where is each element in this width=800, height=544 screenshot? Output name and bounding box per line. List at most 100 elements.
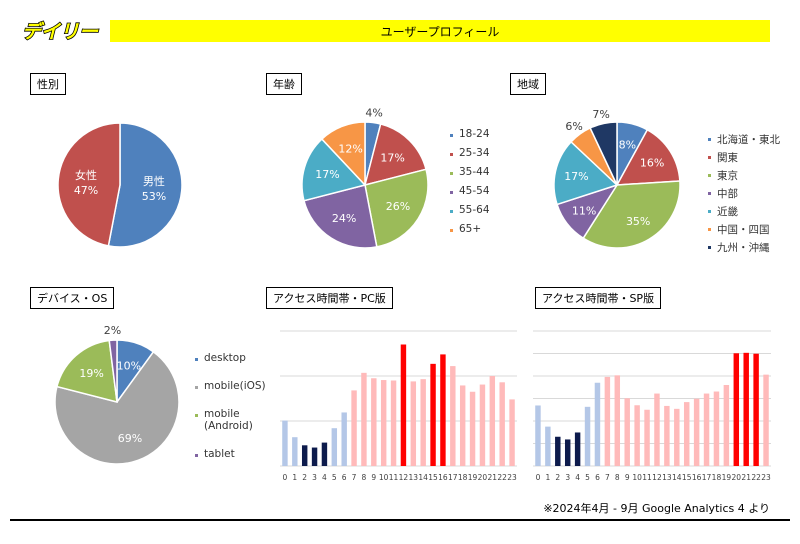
x-tick-label: 7 bbox=[352, 473, 357, 482]
slice-label: 女性 bbox=[75, 168, 97, 182]
legend-item: 近畿 bbox=[708, 204, 780, 222]
bar bbox=[693, 398, 700, 466]
bar bbox=[763, 374, 769, 466]
bar bbox=[282, 420, 288, 466]
section-label-pc: アクセス時間帯・PC版 bbox=[266, 287, 393, 309]
x-tick-label: 18 bbox=[458, 473, 468, 482]
data-label: 6% bbox=[565, 120, 582, 133]
bar bbox=[703, 393, 710, 466]
bar bbox=[410, 381, 417, 466]
pie-slice bbox=[301, 138, 367, 202]
pie-slice bbox=[107, 122, 183, 248]
bar-chart-pc: 0 1 2 3 4 5 6 7 8 9 10 11 12 13 14 15 16 17 18 19 20 21 22 23 bbox=[280, 330, 517, 482]
x-tick-label: 18 bbox=[712, 473, 722, 482]
x-tick-label: 10 bbox=[632, 473, 642, 482]
data-label: 19% bbox=[79, 367, 103, 380]
x-tick-label: 13 bbox=[662, 473, 672, 482]
x-tick-label: 5 bbox=[332, 473, 337, 482]
legend-item: 18-24 bbox=[450, 128, 490, 147]
data-label: 16% bbox=[640, 157, 664, 170]
legend-swatch bbox=[195, 414, 198, 417]
legend-label: tablet bbox=[204, 448, 235, 460]
legend-label: mobile (Android) bbox=[204, 408, 253, 432]
pie-slice bbox=[363, 123, 427, 187]
bar bbox=[574, 432, 581, 466]
legend-label: 中部 bbox=[717, 188, 738, 200]
x-tick-label: 22 bbox=[497, 473, 507, 482]
legend-item: 45-54 bbox=[450, 185, 490, 204]
bottom-divider bbox=[10, 519, 790, 521]
bar bbox=[683, 402, 690, 466]
x-tick-label: 3 bbox=[312, 473, 317, 482]
x-tick-label: 0 bbox=[536, 473, 541, 482]
legend-item: mobile(iOS) bbox=[195, 380, 266, 408]
legend-swatch bbox=[708, 228, 711, 231]
title-bar: ユーザープロフィール bbox=[110, 20, 770, 42]
section-label-age: 年齢 bbox=[266, 73, 302, 95]
data-label: 12% bbox=[338, 143, 362, 156]
slice-label: 男性 bbox=[143, 174, 165, 188]
x-tick-label: 11 bbox=[389, 473, 399, 482]
logo-text: デイリー bbox=[22, 21, 99, 42]
x-tick-label: 8 bbox=[362, 473, 367, 482]
legend-label: 近畿 bbox=[717, 206, 738, 218]
bar bbox=[469, 391, 476, 466]
legend-item: 九州・沖縄 bbox=[708, 240, 780, 258]
legend-item: 東京 bbox=[708, 168, 780, 186]
x-tick-label: 6 bbox=[595, 473, 600, 482]
x-tick-label: 2 bbox=[302, 473, 307, 482]
x-tick-label: 19 bbox=[468, 473, 478, 482]
bar bbox=[292, 437, 298, 466]
x-tick-label: 6 bbox=[342, 473, 347, 482]
data-label: 26% bbox=[386, 200, 410, 213]
x-tick-label: 16 bbox=[438, 473, 448, 482]
legend-swatch bbox=[450, 229, 453, 232]
x-tick-label: 13 bbox=[409, 473, 419, 482]
bar bbox=[430, 363, 436, 466]
bar bbox=[614, 375, 621, 466]
pie-age: 4% 17% 26% 24% 17% 12% bbox=[301, 107, 429, 249]
data-label: 11% bbox=[572, 204, 596, 217]
data-label: 24% bbox=[332, 212, 356, 225]
bar bbox=[654, 393, 660, 466]
x-tick-label: 1 bbox=[292, 473, 297, 482]
x-tick-label: 9 bbox=[371, 473, 376, 482]
bar bbox=[753, 353, 759, 466]
bar bbox=[440, 354, 446, 466]
x-tick-label: 20 bbox=[732, 473, 742, 482]
x-tick-label: 23 bbox=[761, 473, 771, 482]
bar bbox=[420, 379, 426, 466]
legend-swatch bbox=[708, 174, 711, 177]
legend-swatch bbox=[708, 138, 711, 141]
legend-swatch bbox=[708, 210, 711, 213]
bar bbox=[555, 436, 561, 466]
x-tick-label: 22 bbox=[751, 473, 761, 482]
data-label: 7% bbox=[592, 108, 609, 121]
legend-swatch bbox=[708, 246, 711, 249]
x-tick-label: 14 bbox=[418, 473, 428, 482]
bar bbox=[644, 409, 650, 466]
legend-item: 中国・四国 bbox=[708, 222, 780, 240]
legend-item: 北海道・東北 bbox=[708, 132, 780, 150]
legend-swatch bbox=[195, 358, 198, 361]
legend-swatch bbox=[450, 153, 453, 156]
pie-gender: 男性 53% 女性 47% bbox=[57, 122, 183, 248]
x-tick-label: 11 bbox=[642, 473, 652, 482]
x-tick-label: 15 bbox=[428, 473, 438, 482]
legend-age: 18-24 25-34 35-44 45-54 55-64 65+ bbox=[450, 128, 490, 242]
bar bbox=[400, 344, 407, 466]
bar bbox=[499, 382, 505, 466]
data-label: 53% bbox=[142, 190, 166, 203]
pie-slice bbox=[553, 140, 619, 206]
section-label-region: 地域 bbox=[510, 73, 546, 95]
data-label: 2% bbox=[104, 324, 121, 337]
legend-swatch bbox=[195, 386, 198, 389]
pie-slice bbox=[589, 121, 618, 186]
x-tick-label: 0 bbox=[283, 473, 288, 482]
bar bbox=[311, 447, 318, 466]
legend-swatch bbox=[450, 191, 453, 194]
pie-device: 10% 69% 19% 2% bbox=[54, 324, 180, 465]
x-tick-label: 14 bbox=[672, 473, 682, 482]
data-label: 47% bbox=[74, 184, 98, 197]
